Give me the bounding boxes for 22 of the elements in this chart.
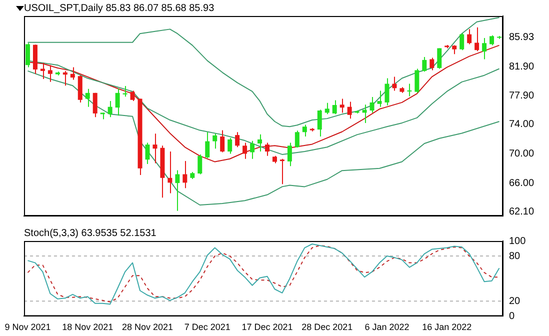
x-tick-label: 9 Nov 2021 <box>4 322 51 332</box>
y-tick-label: 80 <box>509 250 521 262</box>
x-tick-label: 18 Nov 2021 <box>62 322 114 332</box>
x-tick-label: 7 Dec 2021 <box>184 322 230 332</box>
chart-title: USOIL_SPT,Daily 85.83 86.07 85.68 85.93 <box>24 2 215 14</box>
y-tick-label: 74.00 <box>509 119 534 130</box>
x-tick-label: 17 Dec 2021 <box>242 322 293 332</box>
y-tick-label: 20 <box>509 296 521 307</box>
x-tick-label: 16 Jan 2022 <box>422 322 472 332</box>
x-tick-label: 28 Dec 2021 <box>302 322 353 332</box>
x-tick-label: 6 Jan 2022 <box>364 322 410 332</box>
y-tick-label: 70.00 <box>509 148 534 160</box>
y-tick-label: 62.10 <box>509 206 534 218</box>
chart-title: Stoch(5,3,3) 63.9535 52.1531 <box>24 228 157 239</box>
y-tick-label: 0 <box>509 310 515 322</box>
candlestick <box>40 62 45 80</box>
y-tick-label: 85.93 <box>509 32 534 43</box>
y-tick-label: 66.00 <box>509 178 534 189</box>
y-tick-label: 77.90 <box>509 90 534 102</box>
y-tick-label: 81.90 <box>509 61 534 72</box>
x-tick-label: 28 Nov 2021 <box>122 322 174 332</box>
y-tick-label: 100 <box>509 236 526 247</box>
